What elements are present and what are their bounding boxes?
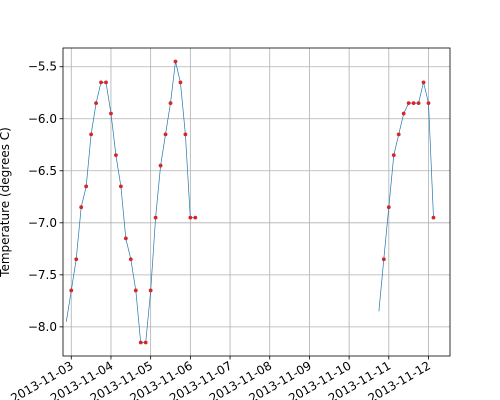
y-tick-label: −6.0 [28, 112, 57, 126]
data-point [143, 340, 148, 345]
data-point [99, 80, 103, 85]
data-point [173, 59, 178, 64]
data-point [79, 205, 84, 210]
plot-background [63, 48, 450, 356]
data-point [431, 215, 436, 220]
grid-lines [63, 48, 450, 356]
data-point [138, 340, 143, 345]
y-tick-label: −7.0 [28, 216, 57, 230]
data-point [123, 236, 128, 241]
data-point [416, 101, 421, 106]
data-point [118, 184, 123, 189]
data-point [391, 153, 396, 158]
x-axis: 2013-11-032013-11-042013-11-052013-11-06… [8, 356, 433, 400]
data-point [104, 80, 108, 85]
data-point [188, 215, 193, 220]
data-point [94, 101, 98, 106]
data-point [401, 111, 406, 116]
data-point [163, 132, 168, 137]
data-point [74, 257, 79, 262]
data-point [406, 101, 411, 106]
data-point [178, 80, 183, 85]
data-point [128, 257, 133, 262]
data-point [84, 184, 89, 189]
data-point [158, 163, 163, 168]
y-tick-label: −6.5 [28, 164, 57, 178]
data-point [168, 101, 173, 106]
y-axis: −8.0 −7.5 −7.0 −6.5 −6.0 −5.5 [28, 60, 63, 334]
y-tick-label: −7.5 [28, 268, 57, 282]
y-tick-label: −5.5 [28, 60, 57, 74]
plot-frame [62, 47, 451, 357]
series-line-segment [378, 82, 434, 312]
data-point [411, 101, 416, 106]
data-point [114, 153, 118, 158]
data-point [193, 215, 198, 220]
data-point [426, 101, 431, 106]
data-point [109, 111, 113, 116]
data-point [133, 288, 138, 293]
data-point [153, 215, 158, 220]
data-point [386, 205, 391, 210]
data-point [148, 288, 153, 293]
data-point [421, 80, 426, 85]
y-axis-label: Temperature (degrees C) [0, 127, 12, 278]
data-point [89, 132, 94, 137]
temperature-markers [69, 59, 436, 345]
data-point [69, 288, 74, 293]
data-point [381, 257, 386, 262]
y-tick-label: −8.0 [28, 320, 57, 334]
data-point [183, 132, 188, 137]
data-point [396, 132, 401, 137]
